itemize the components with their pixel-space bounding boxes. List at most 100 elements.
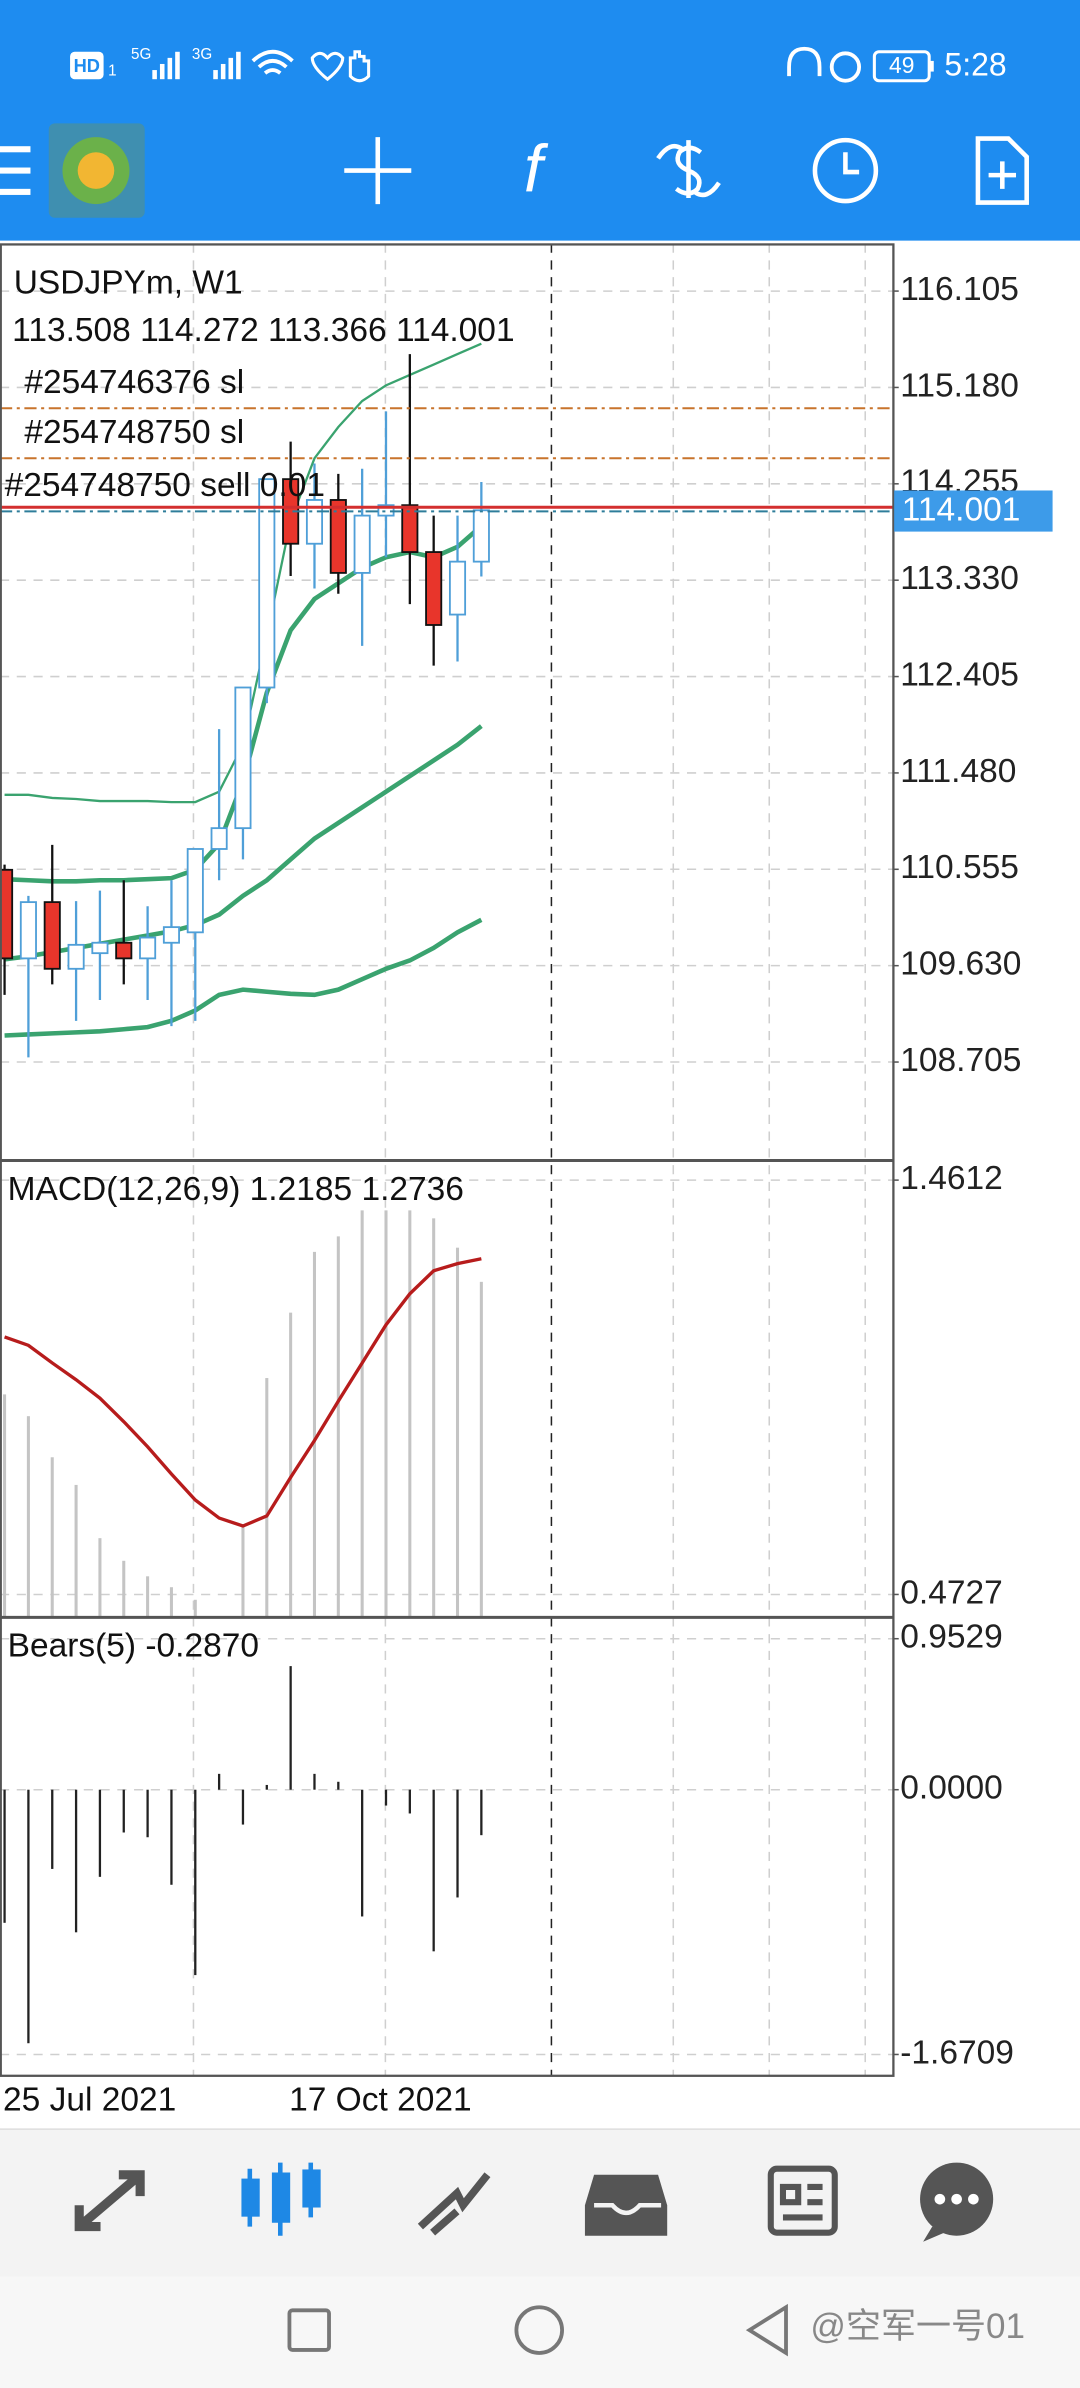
trade-arrows: [656, 143, 721, 198]
candle-body: [162, 926, 180, 944]
y-tick-label: 0.0000: [900, 1770, 1002, 1807]
indicator-line: [4, 917, 483, 1038]
candle-body: [43, 901, 61, 970]
bears-bar: [384, 1789, 388, 1806]
signal-bar: [236, 51, 241, 80]
history-button[interactable]: [812, 137, 879, 204]
macd-bar: [26, 1416, 30, 1618]
macd-bar: [479, 1281, 483, 1618]
bears-bar: [170, 1789, 173, 1885]
macd-bar: [98, 1538, 102, 1618]
candle-body: [139, 936, 157, 960]
gesture-icon: [348, 50, 371, 83]
back-button[interactable]: [745, 2303, 788, 2357]
signal-bar: [175, 51, 180, 80]
app-logo[interactable]: [48, 123, 145, 218]
chart-bg: [0, 243, 1080, 2127]
bears-bar: [51, 1789, 54, 1869]
candle-body: [186, 848, 204, 934]
home-button[interactable]: [514, 2305, 564, 2355]
y-tick-label: 115.180: [900, 367, 1019, 404]
bears-bar: [74, 1789, 78, 1933]
menu-line: [0, 188, 31, 195]
candle-body: [67, 943, 85, 970]
bears-bar: [361, 1789, 364, 1917]
crosshair-button[interactable]: [344, 137, 412, 205]
news-tab[interactable]: [767, 2165, 838, 2236]
chat-dot: [934, 2193, 946, 2205]
net1-label: 5G: [131, 46, 151, 63]
news-lines: [779, 2183, 823, 2221]
candle-body: [377, 504, 395, 517]
order-label: #254748750 sl: [24, 414, 244, 451]
bears-bar: [146, 1789, 149, 1838]
indicator-title: Bears(5) -0.2870: [8, 1628, 259, 1665]
system-nav: [0, 2276, 1080, 2388]
macd-bar: [408, 1210, 412, 1618]
bears-bar: [480, 1789, 483, 1836]
ohlc-label: 113.508 114.272 113.366 114.001: [12, 312, 514, 349]
y-tick-label: 1.4612: [900, 1160, 1002, 1197]
macd-signal: [4, 1257, 482, 1528]
inbox-slot: [594, 2202, 662, 2216]
clock-face: [812, 137, 879, 204]
recents-button[interactable]: [287, 2308, 331, 2352]
x-tick-label: 17 Oct 2021: [289, 2082, 472, 2119]
trade-tab[interactable]: [417, 2172, 491, 2236]
wifi-icon: [251, 49, 294, 75]
clock: 5:28: [944, 46, 1006, 82]
inbox-icon: [584, 2174, 668, 2236]
chart-tab[interactable]: [241, 2162, 321, 2236]
trade-button[interactable]: [656, 140, 721, 198]
chat-tab[interactable]: [920, 2162, 994, 2242]
signal-bar: [152, 70, 157, 80]
bears-bar: [3, 1789, 6, 1923]
current-price-box: [894, 490, 1053, 532]
battery-tip: [929, 60, 934, 72]
macd-bar: [360, 1210, 364, 1618]
bears-bar: [265, 1784, 268, 1790]
battery-level: 49: [889, 52, 914, 78]
macd-bar: [289, 1312, 293, 1618]
sim-label: 1: [108, 63, 116, 80]
chart-area[interactable]: 116.105115.180114.255113.330112.405111.4…: [0, 243, 1080, 2127]
macd-bar: [336, 1236, 340, 1618]
candle-body: [19, 901, 37, 960]
bears-bar: [408, 1789, 411, 1814]
chat-dot: [968, 2193, 979, 2205]
signal-bar: [220, 63, 226, 80]
new-order-button[interactable]: [975, 136, 1029, 205]
macd-bar: [432, 1218, 436, 1618]
net2-label: 3G: [192, 46, 212, 63]
signal-bar: [167, 57, 173, 80]
chat-dot: [951, 2193, 962, 2205]
macd-bar: [384, 1210, 388, 1618]
alarm-icon: [829, 51, 862, 83]
y-tick-label: -1.6709: [900, 2034, 1014, 2071]
candle-body: [448, 560, 467, 616]
app-header: [0, 0, 1080, 241]
y-tick-label: 0.9529: [900, 1619, 1002, 1656]
bears-bar: [122, 1789, 125, 1833]
y-tick-label: 110.555: [900, 849, 1019, 886]
menu-button[interactable]: [0, 146, 31, 195]
order-label: #254748750 sell 0.01: [5, 467, 325, 504]
logo-center: [77, 152, 115, 189]
bears-bar: [337, 1781, 340, 1790]
watermark: @空军一号01: [810, 2307, 1025, 2346]
quotes-tab[interactable]: [74, 2170, 145, 2232]
candle-body: [401, 504, 419, 553]
history-tab[interactable]: [584, 2174, 668, 2236]
macd-bar: [241, 1524, 245, 1618]
hd-label: HD: [74, 55, 100, 76]
y-tick-label: 116.105: [900, 271, 1019, 308]
bottom-nav: [0, 2129, 1080, 2277]
candle-body: [91, 941, 109, 955]
candle-body: [115, 941, 133, 960]
indicator-title: MACD(12,26,9) 1.2185 1.2736: [8, 1171, 464, 1208]
hd-badge: [70, 51, 104, 80]
y-tick-label: 108.705: [900, 1042, 1021, 1079]
bears-bar: [289, 1666, 292, 1790]
macd-bar: [3, 1394, 7, 1618]
